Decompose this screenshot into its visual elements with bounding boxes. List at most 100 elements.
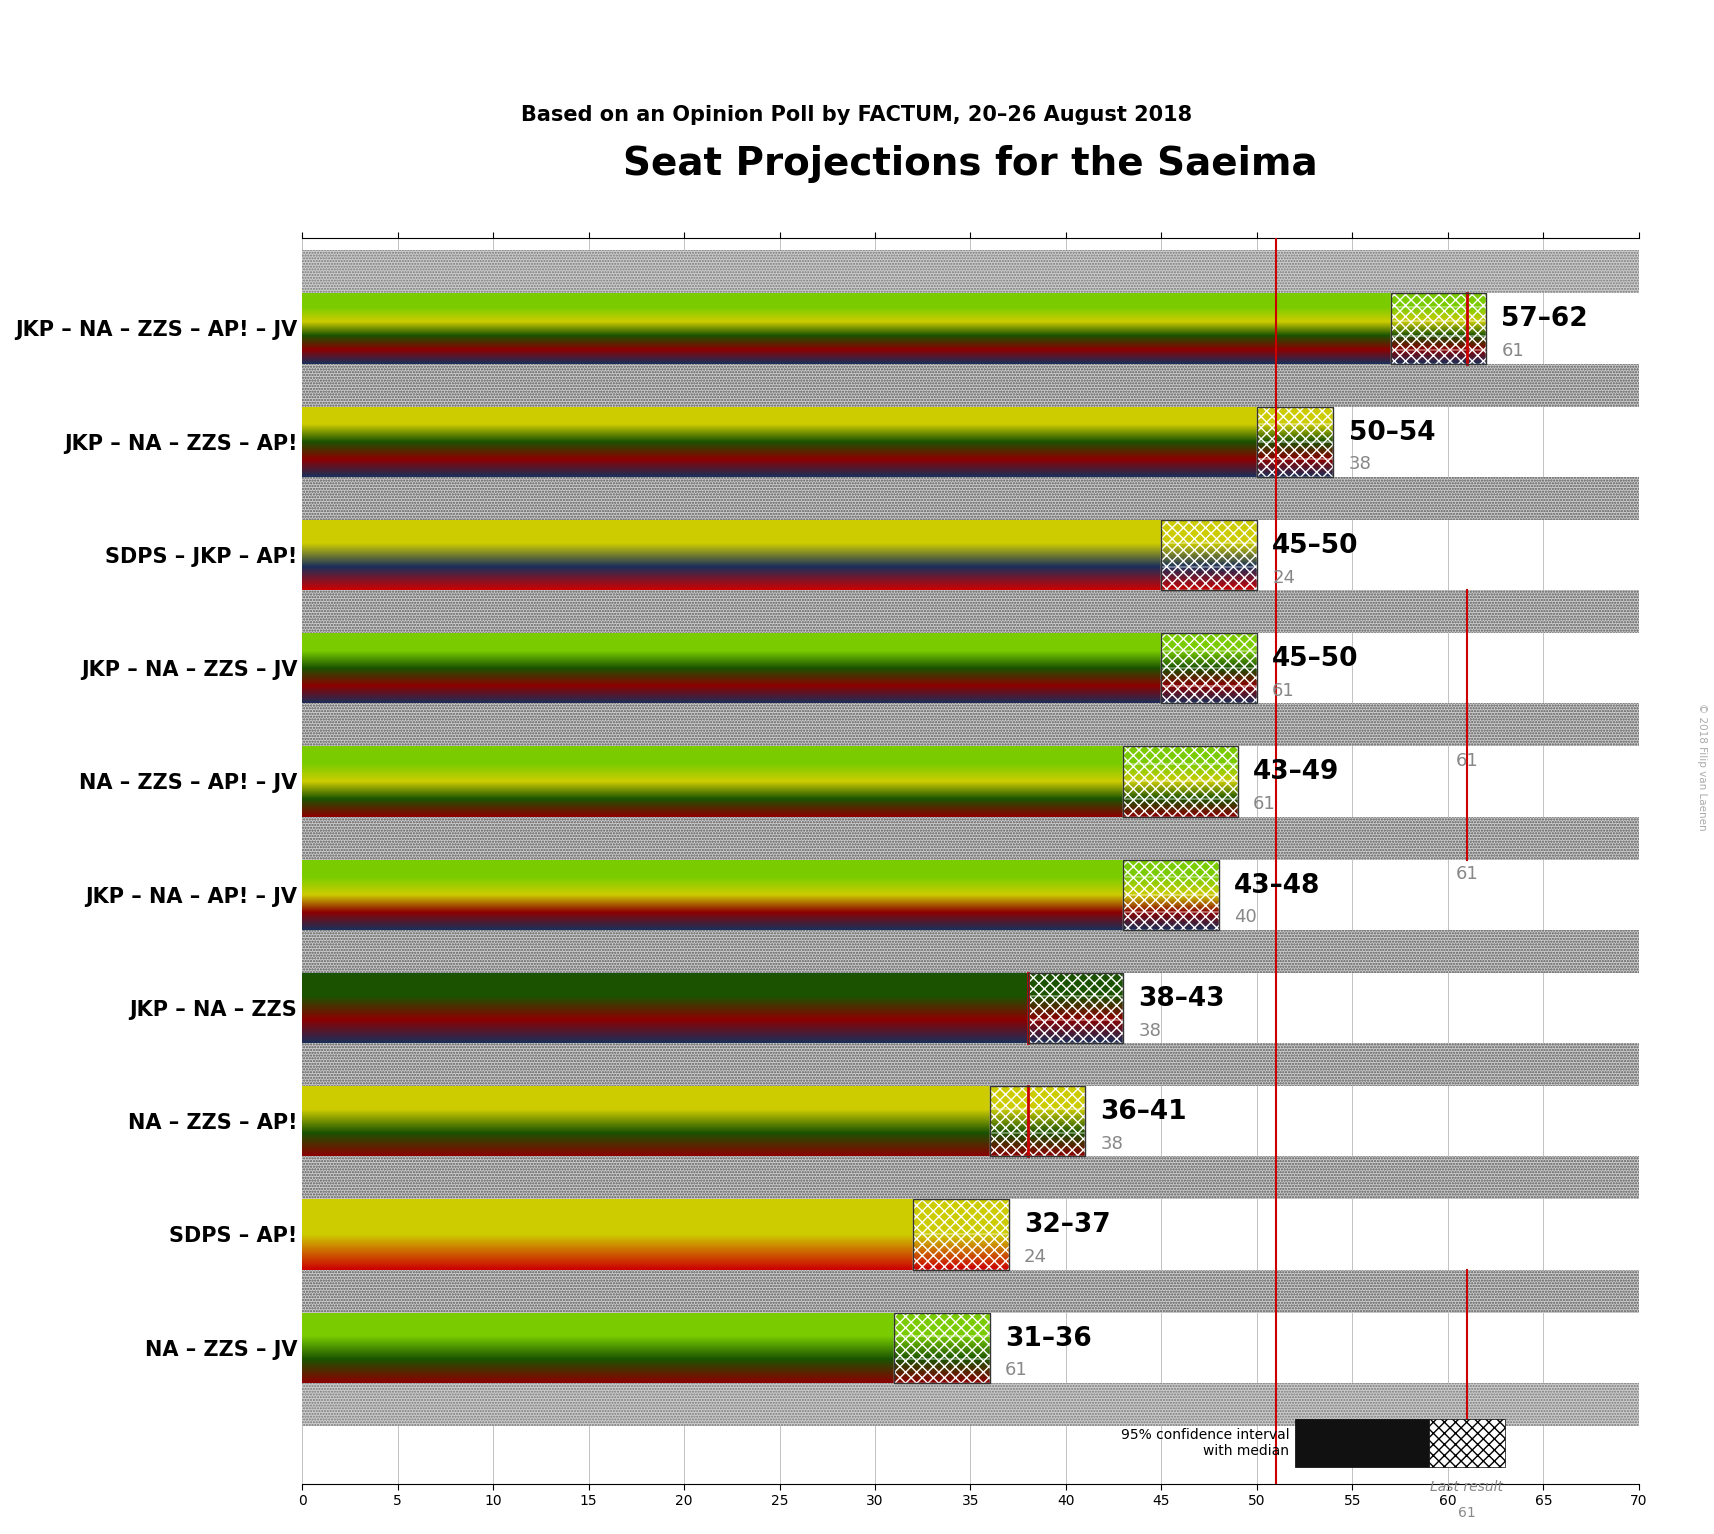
Bar	[1123, 859, 1219, 877]
Bar	[302, 1157, 1639, 1200]
Bar	[914, 1200, 1008, 1235]
Bar	[1123, 799, 1238, 816]
Text: 45–50: 45–50	[1272, 532, 1359, 558]
Bar	[1123, 764, 1238, 781]
Bar	[302, 477, 1639, 520]
Bar	[302, 407, 1256, 425]
Bar	[302, 1382, 1639, 1425]
Bar	[302, 591, 1639, 634]
Text: 36–41: 36–41	[1100, 1098, 1188, 1124]
Bar	[302, 1043, 1639, 1086]
Text: 40: 40	[1234, 908, 1256, 927]
Bar	[989, 1134, 1085, 1157]
Text: 38: 38	[1349, 456, 1371, 474]
Bar	[1123, 781, 1238, 799]
Bar	[302, 747, 1123, 764]
Bar	[302, 591, 1639, 634]
Bar	[1028, 973, 1123, 1043]
Bar	[1162, 686, 1256, 703]
Bar	[302, 250, 1639, 293]
Text: 45–50: 45–50	[1272, 646, 1359, 672]
Bar	[895, 1313, 989, 1336]
Bar	[302, 930, 1639, 973]
Bar	[302, 1157, 1639, 1200]
Bar	[989, 1086, 1085, 1109]
Bar	[1390, 293, 1486, 307]
Bar	[1162, 520, 1256, 543]
Text: 61: 61	[1253, 795, 1275, 813]
Bar	[302, 364, 1639, 407]
Bar	[302, 634, 1162, 650]
Text: © 2018 Filip van Laenen: © 2018 Filip van Laenen	[1697, 703, 1707, 831]
Bar	[302, 591, 1639, 634]
Bar	[1123, 747, 1238, 764]
Bar	[1256, 407, 1333, 425]
Bar	[302, 930, 1639, 973]
Text: 61: 61	[1455, 1431, 1479, 1450]
Bar	[302, 703, 1639, 747]
Bar	[1162, 520, 1256, 591]
Bar	[1028, 1020, 1123, 1043]
Bar	[1162, 634, 1256, 703]
Bar	[1162, 634, 1256, 650]
Bar	[1390, 293, 1486, 364]
Bar	[1256, 425, 1333, 442]
Text: 61: 61	[1455, 752, 1479, 770]
Bar	[302, 816, 1639, 859]
Text: Based on an Opinion Poll by FACTUM, 20–26 August 2018: Based on an Opinion Poll by FACTUM, 20–2…	[521, 104, 1193, 126]
Bar	[302, 859, 1123, 877]
Bar	[302, 1270, 1639, 1313]
Bar	[302, 250, 1639, 293]
Text: 57–62: 57–62	[1501, 307, 1587, 333]
Bar	[1390, 336, 1486, 350]
Text: 61: 61	[1459, 1506, 1476, 1520]
Bar	[914, 1200, 1008, 1235]
Bar	[1390, 293, 1486, 307]
Text: 31–36: 31–36	[1004, 1325, 1092, 1351]
Bar	[302, 973, 1028, 996]
Bar	[1390, 307, 1486, 322]
Bar	[1123, 877, 1219, 894]
Bar	[1429, 1419, 1505, 1467]
Text: 61: 61	[1004, 1361, 1028, 1379]
Bar	[1162, 669, 1256, 686]
Text: 50–54: 50–54	[1349, 420, 1435, 446]
Bar	[1028, 996, 1123, 1020]
Bar	[302, 520, 1162, 543]
Bar	[1256, 442, 1333, 459]
Bar	[1162, 566, 1256, 591]
Bar	[302, 477, 1639, 520]
Bar	[1162, 543, 1256, 566]
Bar	[302, 1270, 1639, 1313]
Bar	[1028, 973, 1123, 996]
Bar	[1256, 407, 1333, 425]
Bar	[302, 1086, 989, 1109]
Text: 24: 24	[1272, 569, 1296, 586]
Text: 38: 38	[1138, 1022, 1162, 1040]
Bar	[895, 1313, 989, 1336]
Text: 32–37: 32–37	[1023, 1212, 1111, 1238]
Bar	[1123, 747, 1238, 816]
Bar	[302, 1043, 1639, 1086]
Bar	[302, 293, 1390, 307]
Bar	[1256, 407, 1333, 477]
Bar	[302, 816, 1639, 859]
Bar	[1123, 894, 1219, 913]
Text: Last result: Last result	[1431, 1480, 1503, 1494]
Bar	[302, 1043, 1639, 1086]
Bar	[302, 364, 1639, 407]
Bar	[302, 816, 1639, 859]
Bar	[1296, 1419, 1429, 1467]
Bar	[302, 930, 1639, 973]
Bar	[302, 477, 1639, 520]
Bar	[914, 1235, 1008, 1270]
Text: 61: 61	[1501, 342, 1524, 360]
Text: 24: 24	[1023, 1249, 1047, 1266]
Bar	[989, 1086, 1085, 1157]
Title: Seat Projections for the Saeima: Seat Projections for the Saeima	[624, 146, 1318, 184]
Text: 95% confidence interval
with median: 95% confidence interval with median	[1121, 1428, 1289, 1457]
Bar	[302, 591, 1639, 634]
Text: 38: 38	[1100, 1135, 1123, 1154]
Bar	[989, 1086, 1085, 1109]
Bar	[302, 703, 1639, 747]
